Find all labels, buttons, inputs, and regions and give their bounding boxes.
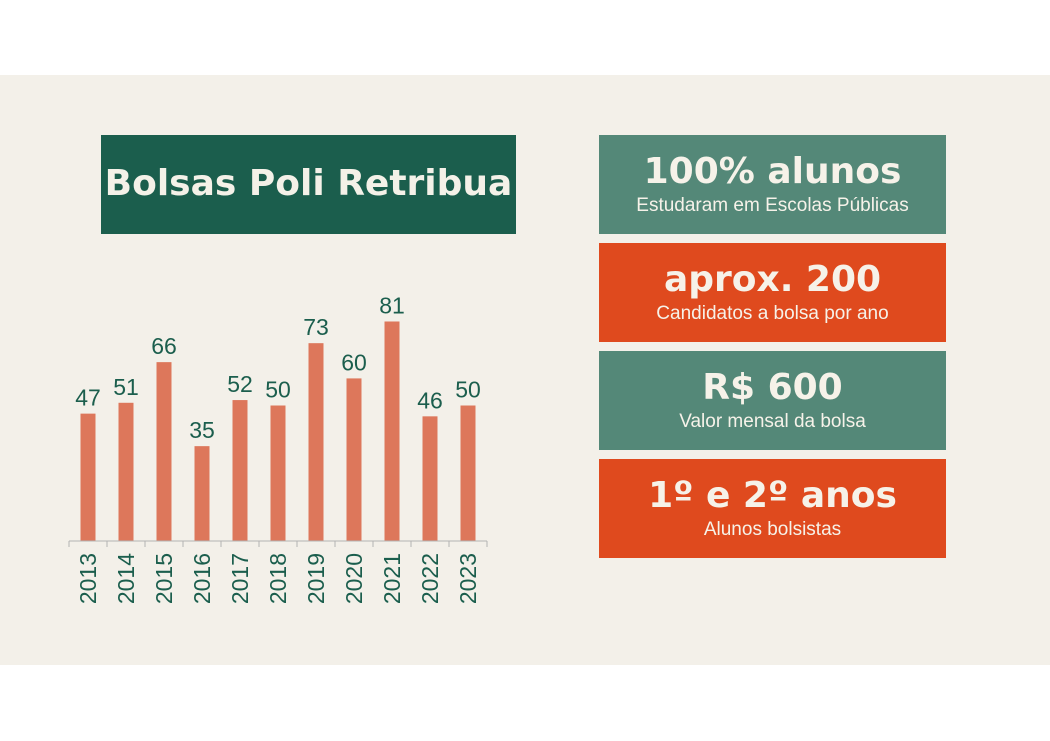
- data-label: 47: [75, 385, 101, 411]
- data-label: 50: [455, 377, 481, 403]
- chart-title: Bolsas Poli Retribua: [101, 135, 516, 234]
- data-label: 46: [417, 387, 443, 413]
- bar-2017: [232, 400, 248, 541]
- stat-card-subtitle: Valor mensal da bolsa: [679, 410, 866, 432]
- bar-2022: [422, 416, 438, 541]
- bar-2021: [384, 321, 400, 541]
- bar-2018: [270, 405, 286, 541]
- bar-2020: [346, 378, 362, 541]
- bar-chart: 47 51 66 35 52 50 73 60 81 46 50 2013 2014 2015 2016 20…: [68, 292, 488, 604]
- tick-label: 2017: [227, 553, 253, 604]
- data-label: 66: [151, 333, 177, 359]
- stat-card-years: 1º e 2º anos Alunos bolsistas: [599, 459, 946, 558]
- tick-label: 2015: [151, 553, 177, 604]
- tick-label: 2013: [75, 553, 101, 604]
- data-label: 35: [189, 417, 215, 443]
- data-label: 60: [341, 349, 367, 375]
- tick-label: 2014: [113, 553, 139, 604]
- tick-label: 2023: [455, 553, 481, 604]
- tick-label: 2019: [303, 553, 329, 604]
- slide: Bolsas Poli Retribua 47 51 66 35 52 50 73 60 81 4…: [0, 75, 1050, 665]
- data-label: 51: [113, 374, 139, 400]
- stat-card-title: 100% alunos: [643, 151, 902, 193]
- tick-label: 2020: [341, 553, 367, 604]
- bar-2023: [460, 405, 476, 541]
- stat-card-subtitle: Alunos bolsistas: [703, 518, 842, 540]
- bar-2016: [194, 446, 210, 541]
- bar-2013: [80, 413, 96, 541]
- data-label: 52: [227, 371, 253, 397]
- bar-2015: [156, 362, 172, 541]
- stat-card-subtitle: Candidatos a bolsa por ano: [656, 302, 889, 324]
- tick-label: 2021: [379, 553, 405, 604]
- stat-card-title: R$ 600: [702, 367, 843, 409]
- bar-2019: [308, 343, 324, 541]
- data-label: 81: [379, 292, 405, 318]
- stat-card-candidates: aprox. 200 Candidatos a bolsa por ano: [599, 243, 946, 342]
- stat-card-value: R$ 600 Valor mensal da bolsa: [599, 351, 946, 450]
- data-label: 73: [303, 314, 329, 340]
- stat-card-students: 100% alunos Estudaram em Escolas Pública…: [599, 135, 946, 234]
- tick-label: 2018: [265, 553, 291, 604]
- bar-2014: [118, 402, 134, 541]
- stat-card-title: 1º e 2º anos: [648, 475, 897, 517]
- stat-card-title: aprox. 200: [663, 259, 882, 301]
- data-label: 50: [265, 377, 291, 403]
- tick-label: 2016: [189, 553, 215, 604]
- stat-card-subtitle: Estudaram em Escolas Públicas: [636, 194, 909, 216]
- tick-label: 2022: [417, 553, 443, 604]
